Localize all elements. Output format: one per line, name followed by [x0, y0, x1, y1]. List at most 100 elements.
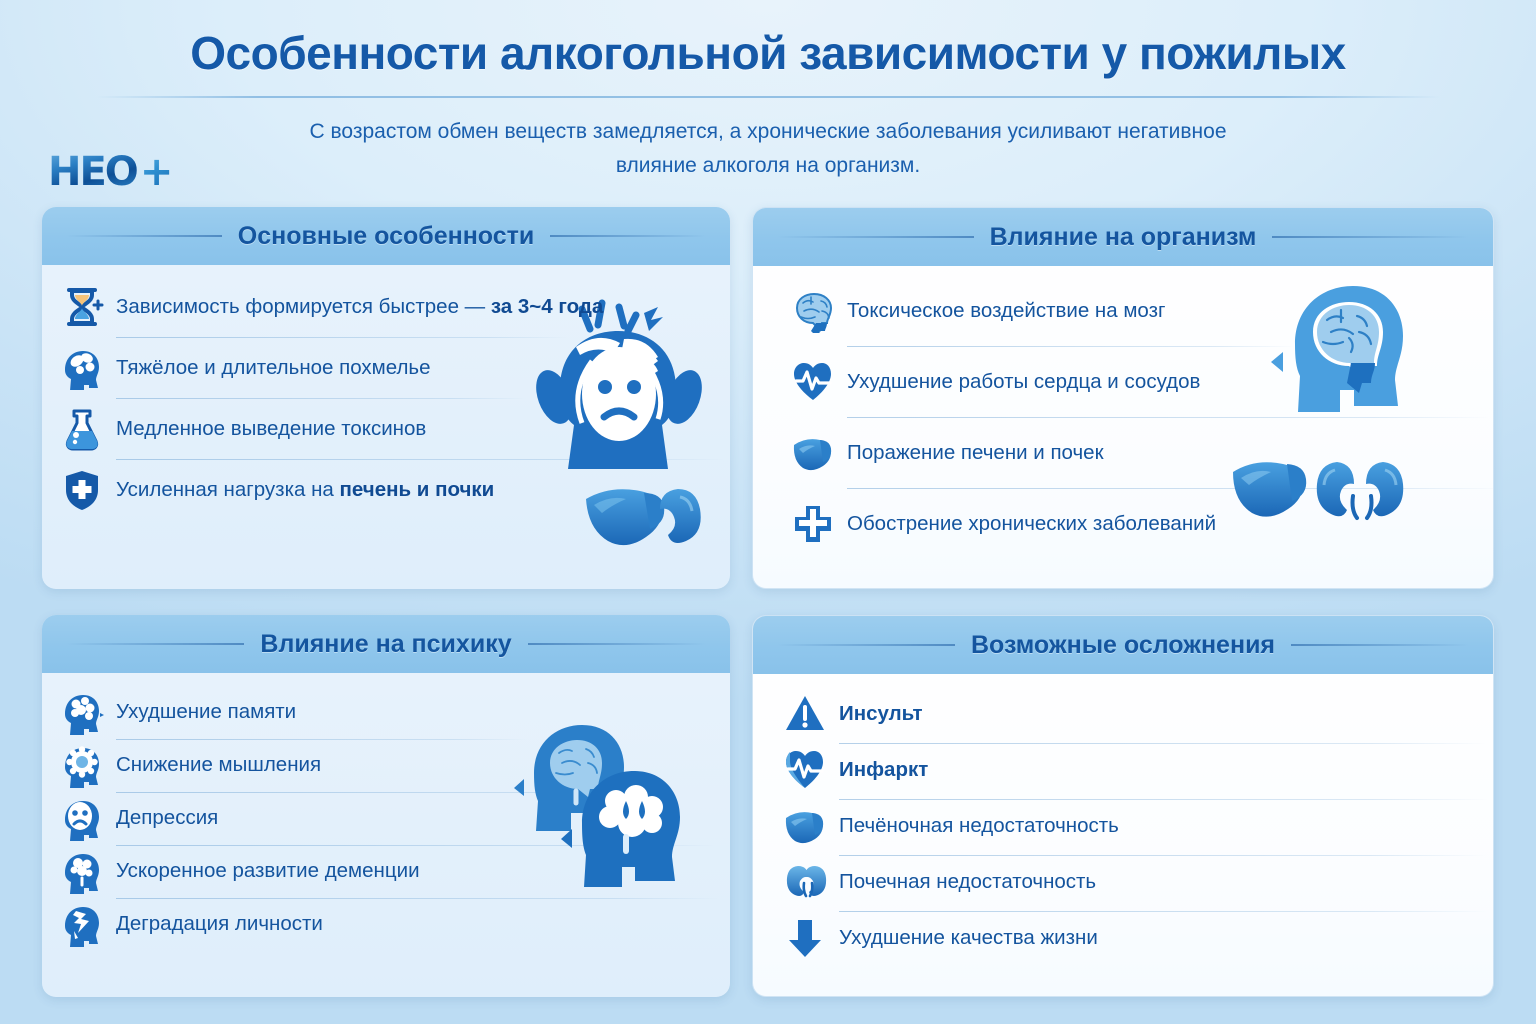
- list-item[interactable]: Инфаркт: [783, 744, 1471, 796]
- flask-icon: [60, 407, 104, 451]
- header-rule-left: [777, 236, 974, 238]
- row-divider: [116, 739, 526, 740]
- card-complications: Возможные осложнения Инсульт: [752, 615, 1494, 997]
- card-body: Токсическое воздействие на мозг Ухудшени…: [753, 266, 1493, 588]
- list-item-label: Ухудшение памяти: [116, 700, 297, 724]
- list-item-label: Снижение мышления: [116, 753, 322, 777]
- list-item[interactable]: Токсическое воздействие на мозг: [791, 280, 1471, 342]
- down-arrow-icon: [783, 916, 827, 960]
- brain-icon: [791, 289, 835, 333]
- card-title: Влияние на организм: [989, 222, 1257, 251]
- list-item[interactable]: Печёночная недостаточность: [783, 800, 1471, 852]
- list-item-label: Усиленная нагрузка на печень и почки: [116, 477, 495, 501]
- list-item-label: Ухудшение работы сердца и сосудов: [847, 369, 1201, 393]
- heart-pulse-icon: [783, 748, 827, 792]
- liver-icon: [791, 431, 835, 475]
- list-item-label: Тяжёлое и длительное похмелье: [116, 355, 431, 379]
- list-item[interactable]: Снижение мышления: [60, 740, 708, 791]
- logo-plus-icon: +: [139, 149, 174, 195]
- row-divider: [839, 799, 1489, 800]
- card-title: Возможные осложнения: [970, 630, 1276, 659]
- list-item[interactable]: Инсульт: [783, 688, 1471, 740]
- list-item-label: Почечная недостаточность: [839, 869, 1097, 893]
- card-psyche-effects: Влияние на психику: [42, 615, 730, 997]
- list-item-label: Поражение печени и почек: [847, 440, 1104, 464]
- card-body: Инсульт Инфаркт: [753, 674, 1493, 996]
- header-rule-right: [1272, 236, 1470, 238]
- head-fading-brain-icon: [60, 850, 104, 894]
- list-item[interactable]: Медленное выведение токсинов: [60, 401, 708, 457]
- head-sad-face-icon: [60, 797, 104, 841]
- logo-wordmark: НЕО: [48, 149, 139, 195]
- head-gear-icon: [60, 744, 104, 788]
- list-item-label: Инфаркт: [839, 757, 929, 781]
- list-item[interactable]: Ухудшение работы сердца и сосудов: [791, 351, 1471, 413]
- list-item-label: Ускоренное развитие деменции: [116, 859, 420, 883]
- header-rule-right: [527, 643, 707, 645]
- row-divider: [847, 488, 1493, 489]
- card-title: Основные особенности: [237, 221, 535, 250]
- list-item[interactable]: Почечная недостаточность: [783, 856, 1471, 908]
- row-divider: [116, 459, 724, 460]
- row-divider: [116, 845, 716, 846]
- header-rule-right: [550, 235, 707, 237]
- list-item[interactable]: Ускоренное развитие деменции: [60, 846, 708, 897]
- row-divider: [116, 398, 526, 399]
- header-rule-right: [1291, 644, 1469, 646]
- title-divider: [96, 96, 1440, 98]
- list-item[interactable]: Ухудшение качества жизни: [783, 912, 1471, 964]
- list-item-label: Печёночная недостаточность: [839, 813, 1119, 837]
- page-title: Особенности алкогольной зависимости у по…: [190, 27, 1346, 79]
- list-item-label: Деградация личности: [116, 912, 323, 936]
- row-divider: [116, 337, 568, 338]
- list-item-label: Обострение хронических заболеваний: [847, 511, 1217, 535]
- list-item-label: Депрессия: [116, 806, 219, 830]
- page-subtitle: С возрастом обмен веществ замедляется, а…: [309, 120, 1227, 177]
- card-header: Возможные осложнения: [753, 616, 1493, 674]
- shield-cross-icon: [60, 468, 104, 512]
- warning-triangle-icon: [783, 692, 827, 736]
- list-item[interactable]: Ухудшение памяти: [60, 687, 708, 738]
- header-rule-left: [777, 644, 955, 646]
- row-divider: [847, 346, 1295, 347]
- list-item[interactable]: Тяжёлое и длительное похмелье: [60, 340, 708, 396]
- hourglass-icon: [60, 285, 104, 329]
- row-divider: [847, 417, 1489, 418]
- card-body: Ухудшение памяти: [42, 673, 730, 997]
- list-item-label: Зависимость формируется быстрее — за 3~4…: [116, 294, 604, 318]
- row-divider: [839, 911, 1487, 912]
- list-item-label: Токсическое воздействие на мозг: [847, 298, 1166, 322]
- list-item[interactable]: Зависимость формируется быстрее — за 3~4…: [60, 279, 708, 335]
- cross-medical-icon: [791, 502, 835, 546]
- card-header: Влияние на организм: [753, 208, 1493, 266]
- kidneys-icon: [783, 860, 827, 904]
- row-divider: [839, 743, 1487, 744]
- card-header: Основные особенности: [42, 207, 730, 265]
- list-item[interactable]: Усиленная нагрузка на печень и почки: [60, 462, 708, 518]
- header-rule-left: [66, 643, 245, 645]
- page-header: Особенности алкогольной зависимости у по…: [0, 0, 1536, 200]
- card-header: Влияние на психику: [42, 615, 730, 673]
- card-body-effects: Влияние на организм: [752, 207, 1494, 589]
- list-item[interactable]: Депрессия: [60, 793, 708, 844]
- list-item[interactable]: Поражение печени и почек: [791, 422, 1471, 484]
- head-broken-icon: [60, 903, 104, 947]
- list-item[interactable]: Деградация личности: [60, 899, 708, 950]
- list-item-label: Медленное выведение токсинов: [116, 416, 427, 440]
- head-pills-icon: [60, 346, 104, 390]
- row-divider: [116, 792, 644, 793]
- brand-logo: НЕО +: [48, 150, 208, 194]
- row-divider: [116, 898, 720, 899]
- list-item-label: Ухудшение качества жизни: [839, 925, 1098, 949]
- card-title: Влияние на психику: [260, 629, 512, 658]
- header-rule-left: [66, 235, 222, 237]
- list-item[interactable]: Обострение хронических заболеваний: [791, 493, 1471, 555]
- card-body: Зависимость формируется быстрее — за 3~4…: [42, 265, 730, 589]
- head-memory-icon: [60, 691, 104, 735]
- row-divider: [839, 855, 1487, 856]
- list-item-label: Инсульт: [839, 701, 923, 725]
- card-main-features: Основные особенности: [42, 207, 730, 589]
- liver-icon: [783, 804, 827, 848]
- heart-pulse-icon: [791, 360, 835, 404]
